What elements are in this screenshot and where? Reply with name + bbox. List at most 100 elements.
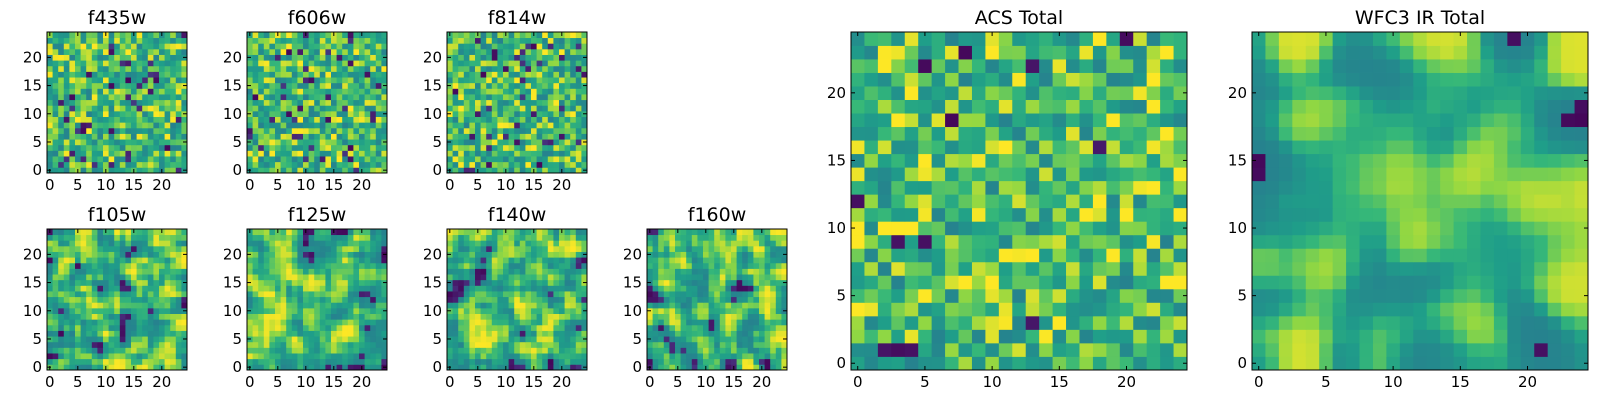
heatmap-cell xyxy=(142,37,149,44)
heatmap-cell xyxy=(547,319,554,326)
heatmap-cell xyxy=(308,116,315,123)
heatmap-cell xyxy=(764,257,771,264)
heatmap-cell xyxy=(463,257,470,264)
heatmap-cell xyxy=(258,150,265,157)
heatmap-cell xyxy=(736,358,743,365)
heatmap-cell xyxy=(97,245,104,252)
heatmap-cell xyxy=(491,341,498,348)
heatmap-cell xyxy=(697,229,704,236)
heatmap-cell xyxy=(47,48,53,55)
heatmap-cell xyxy=(958,315,973,330)
heatmap-cell xyxy=(297,347,304,354)
heatmap-cell xyxy=(91,285,98,292)
heatmap-cell xyxy=(525,139,532,146)
heatmap-cell xyxy=(458,347,465,354)
heatmap-cell xyxy=(985,221,1000,236)
heatmap-cell xyxy=(52,43,59,50)
heatmap-cell xyxy=(108,54,115,61)
heatmap-cell xyxy=(486,279,493,286)
heatmap-cell xyxy=(136,279,143,286)
heatmap-cell xyxy=(486,296,493,303)
heatmap-cell xyxy=(851,153,865,168)
heatmap-cell xyxy=(652,313,659,320)
heatmap-cell xyxy=(325,302,332,309)
heatmap-cell xyxy=(269,268,276,275)
heatmap-cell xyxy=(463,65,470,72)
heatmap-cell xyxy=(258,167,265,174)
heatmap-cell xyxy=(319,330,326,337)
heatmap-cell xyxy=(159,133,165,140)
heatmap-cell xyxy=(891,275,906,290)
heatmap-cell xyxy=(475,285,481,292)
heatmap-cell xyxy=(69,65,76,72)
heatmap-cell xyxy=(269,251,276,258)
heatmap-cell xyxy=(475,262,481,269)
heatmap-cell xyxy=(1092,356,1107,371)
heatmap-cell xyxy=(486,127,493,134)
heatmap-cell xyxy=(69,133,76,140)
heatmap-cell xyxy=(52,353,59,360)
heatmap-cell xyxy=(753,274,760,281)
heatmap-cell xyxy=(570,139,577,146)
heatmap-cell xyxy=(125,161,132,168)
heatmap-cell xyxy=(447,257,453,264)
heatmap-cell xyxy=(1079,302,1094,317)
heatmap-cell xyxy=(775,240,782,247)
heatmap-cell xyxy=(531,274,537,281)
heatmap-cell xyxy=(114,268,121,275)
heatmap-cell xyxy=(958,180,973,195)
heatmap-cell xyxy=(286,285,293,292)
heatmap-cell xyxy=(519,127,526,134)
heatmap-cell xyxy=(170,48,177,55)
heatmap-cell xyxy=(153,347,160,354)
heatmap-cell xyxy=(686,234,693,241)
panel-title: f435w xyxy=(88,7,147,29)
heatmap-cell xyxy=(759,240,765,247)
heatmap-cell xyxy=(325,105,332,112)
heatmap-cell xyxy=(297,99,304,106)
heatmap-cell xyxy=(364,139,371,146)
heatmap-cell xyxy=(147,71,154,78)
heatmap-cell xyxy=(497,110,504,117)
heatmap-cell xyxy=(280,268,287,275)
heatmap-cell xyxy=(525,319,532,326)
heatmap-cell xyxy=(503,291,509,298)
heatmap-cell xyxy=(247,358,253,365)
heatmap-cell xyxy=(1079,180,1094,195)
heatmap-cell xyxy=(359,319,365,326)
heatmap-cell xyxy=(164,245,171,252)
heatmap-cell xyxy=(97,122,104,129)
heatmap-cell xyxy=(280,262,287,269)
heatmap-cell xyxy=(570,268,577,275)
heatmap-cell xyxy=(303,37,309,44)
heatmap-cell xyxy=(103,65,109,72)
heatmap-cell xyxy=(463,43,470,50)
heatmap-cell xyxy=(486,358,493,365)
heatmap-cell xyxy=(258,48,265,55)
heatmap-cell xyxy=(319,257,326,264)
heatmap-cell xyxy=(52,245,59,252)
heatmap-cell xyxy=(275,156,281,163)
heatmap-cell xyxy=(680,291,687,298)
heatmap-cell xyxy=(663,240,670,247)
heatmap-cell xyxy=(170,257,177,264)
heatmap-cell xyxy=(559,285,565,292)
heatmap-cell xyxy=(652,330,659,337)
heatmap-cell xyxy=(647,302,653,309)
heatmap-cell xyxy=(58,167,65,174)
heatmap-cell xyxy=(770,279,777,286)
heatmap-cell xyxy=(570,65,577,72)
heatmap-cell xyxy=(381,234,388,241)
heatmap-cell xyxy=(263,139,270,146)
heatmap-cell xyxy=(353,77,360,84)
heatmap-cell xyxy=(336,279,343,286)
heatmap-cell xyxy=(153,60,160,67)
heatmap-cell xyxy=(58,324,65,331)
heatmap-cell xyxy=(136,240,143,247)
y-tick-label: 10 xyxy=(423,105,442,123)
heatmap-cell xyxy=(275,82,281,89)
heatmap-cell xyxy=(69,99,76,106)
heatmap-cell xyxy=(119,161,126,168)
heatmap-cell xyxy=(447,353,453,360)
heatmap-cell xyxy=(247,262,253,269)
